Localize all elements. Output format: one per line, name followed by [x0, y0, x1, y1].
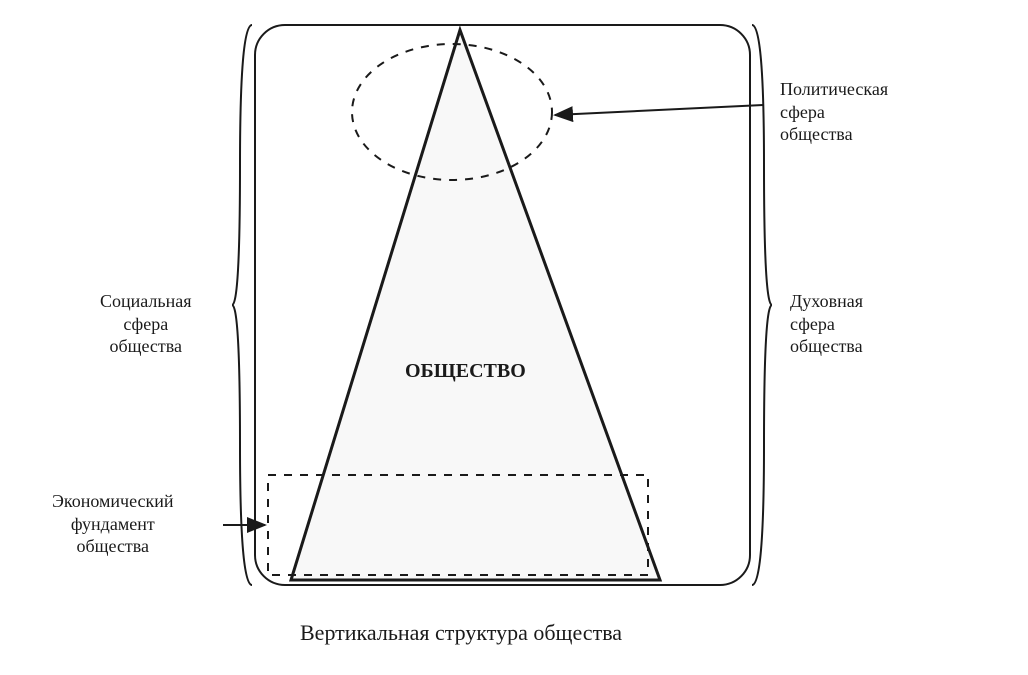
label-social-sphere: Социальная сфера общества	[100, 290, 192, 358]
diagram-canvas: ОБЩЕСТВО Политическая сфера общества Дух…	[0, 0, 1028, 675]
arrow-political	[555, 105, 764, 115]
label-spiritual-sphere: Духовная сфера общества	[790, 290, 863, 358]
brace-left	[232, 25, 252, 585]
label-economic-foundation: Экономический фундамент общества	[52, 490, 174, 558]
society-center-label: ОБЩЕСТВО	[405, 360, 526, 383]
label-political-sphere: Политическая сфера общества	[780, 78, 888, 146]
diagram-caption: Вертикальная структура общества	[300, 620, 622, 646]
brace-right	[752, 25, 772, 585]
